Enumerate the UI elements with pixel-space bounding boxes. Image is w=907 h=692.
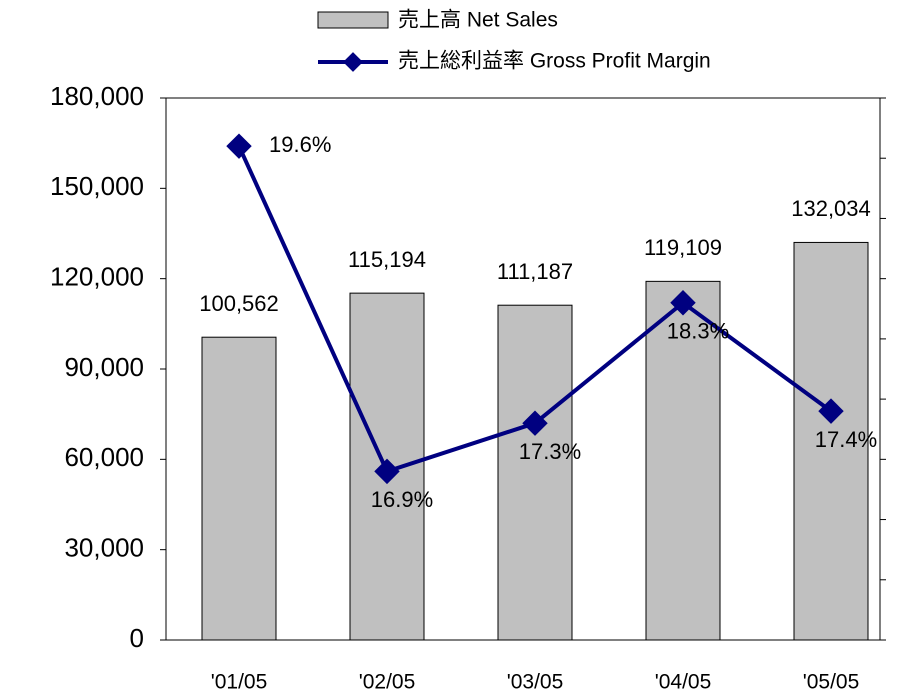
y-tick-label: 0 [130,623,144,653]
x-tick-label: '05/05 [803,671,860,692]
point-value-label: 18.3% [667,319,729,344]
bar [201,336,277,641]
x-tick-label: '02/05 [359,671,416,692]
point-value-label: 16.9% [371,487,433,512]
y-tick-label: 30,000 [64,533,144,563]
point [818,398,844,424]
bar-value-label: 100,562 [199,291,279,316]
y-tick-label: 60,000 [64,442,144,472]
bar [645,280,721,641]
bar-value-label: 132,034 [791,196,871,221]
point-value-label: 17.4% [815,427,877,452]
x-tick-label: '03/05 [507,671,564,692]
x-tick-label: '04/05 [655,671,712,692]
y-tick-label: 90,000 [64,352,144,382]
point-value-label: 19.6% [269,132,331,157]
point [670,290,696,316]
legend-marker [343,52,363,72]
x-tick-label: '01/05 [211,671,268,692]
legend-label: 売上総利益率 Gross Profit Margin [398,50,711,73]
y-tick-label: 120,000 [50,262,144,292]
bar-value-label: 111,187 [497,259,573,284]
bar-value-label: 115,194 [348,247,426,272]
y-tick-label: 180,000 [50,81,144,111]
legend-label: 売上高 Net Sales [398,9,558,32]
point-value-label: 17.3% [519,439,581,464]
bar [497,304,573,641]
bar-value-label: 119,109 [644,235,722,260]
y-tick-label: 150,000 [50,171,144,201]
point [522,410,548,436]
bar [793,241,869,641]
point [226,133,252,159]
legend-swatch [317,11,389,29]
point [374,458,400,485]
